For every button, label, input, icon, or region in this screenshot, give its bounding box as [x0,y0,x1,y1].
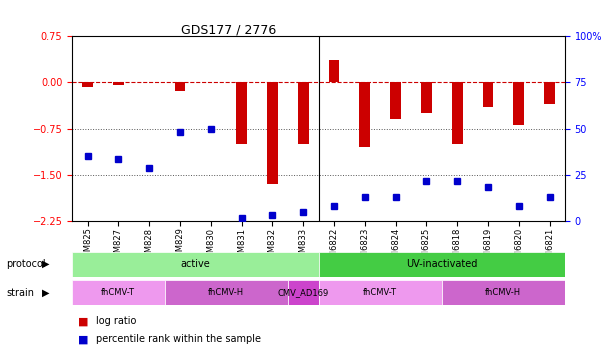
Text: ■: ■ [78,334,88,344]
Bar [297,82,308,144]
Text: strain: strain [6,288,34,298]
Text: ▶: ▶ [42,259,49,269]
Text: ■: ■ [78,316,88,326]
Bar [267,82,278,184]
Text: CMV_AD169: CMV_AD169 [278,288,329,297]
Bar [390,82,401,119]
FancyBboxPatch shape [72,252,319,277]
Bar [421,82,432,113]
FancyBboxPatch shape [165,280,288,305]
Bar [174,82,185,91]
Text: GDS177 / 2776: GDS177 / 2776 [181,23,276,36]
Bar [82,82,93,87]
Bar [483,82,493,107]
FancyBboxPatch shape [319,280,442,305]
Text: log ratio: log ratio [96,316,136,326]
Text: fhCMV-T: fhCMV-T [363,288,397,297]
Text: fhCMV-H: fhCMV-H [485,288,522,297]
Text: protocol: protocol [6,259,46,269]
Bar [113,82,124,85]
FancyBboxPatch shape [288,280,319,305]
Text: UV-inactivated: UV-inactivated [406,259,477,269]
Bar [452,82,463,144]
Text: fhCMV-T: fhCMV-T [102,288,135,297]
FancyBboxPatch shape [442,280,565,305]
Bar [236,82,247,144]
Bar [544,82,555,104]
FancyBboxPatch shape [319,252,565,277]
FancyBboxPatch shape [72,280,165,305]
Text: ▶: ▶ [42,288,49,298]
Bar [513,82,524,125]
Bar [359,82,370,147]
Bar [329,60,340,82]
Text: fhCMV-H: fhCMV-H [208,288,244,297]
Text: percentile rank within the sample: percentile rank within the sample [96,334,261,344]
Text: active: active [180,259,210,269]
